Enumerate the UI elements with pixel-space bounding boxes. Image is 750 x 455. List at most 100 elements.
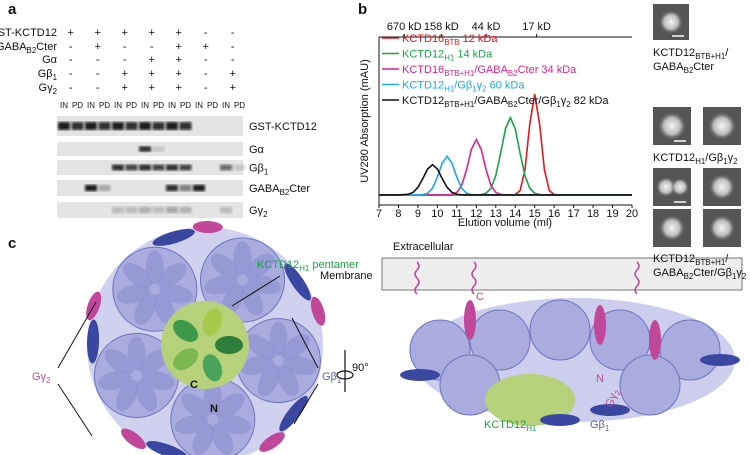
text-part: GST-KCTD12 — [249, 121, 317, 133]
text-part: KCTD12 — [257, 259, 299, 271]
condition-sign: - — [96, 68, 100, 80]
blot-band — [152, 146, 165, 152]
condition-sign: - — [204, 82, 208, 94]
ggamma-helix — [192, 221, 223, 234]
condition-sign: + — [203, 41, 209, 53]
text-part: KCTD12 — [484, 419, 526, 431]
text-part: γ — [736, 267, 742, 279]
anchor — [471, 261, 477, 295]
em-particle — [709, 174, 735, 200]
condition-sign: - — [96, 82, 100, 94]
condition-sign: - — [96, 54, 100, 66]
legend-label: KCTD12H1/Gβ1γ2 60 kDa — [402, 80, 525, 94]
blade — [135, 379, 158, 412]
blot-band — [179, 206, 192, 214]
terminus-label: C — [190, 379, 198, 391]
lipid-anchors — [414, 261, 640, 295]
blot-label: Gβ1 — [249, 163, 269, 177]
blot-band — [112, 164, 124, 171]
subscript: H1 — [526, 424, 537, 433]
pentamer-subunit — [215, 336, 243, 354]
ggamma-helix — [594, 305, 606, 345]
text-part: /Gβ — [454, 80, 472, 92]
subscript: 2 — [742, 272, 746, 281]
blot-band — [85, 122, 97, 130]
text-part: Gβ — [322, 371, 337, 383]
gbeta-propeller — [529, 299, 591, 361]
subscript: 1 — [732, 272, 737, 281]
text-part: Cter 34 kDa — [518, 64, 578, 76]
em-particle — [656, 177, 676, 197]
ggamma-helix — [310, 296, 326, 326]
pentamer-subunit — [202, 354, 223, 382]
helix — [400, 369, 440, 381]
condition-sign: - — [231, 27, 235, 39]
condition-sign: - — [150, 41, 154, 53]
text-part: KCTD16 — [402, 64, 444, 76]
x2-tick-label: 17 kD — [522, 21, 551, 33]
condition-sign: + — [68, 27, 74, 39]
condition-sign: + — [176, 68, 182, 80]
text-part: Cter — [693, 61, 714, 73]
rotation-symbol — [336, 350, 354, 392]
blot-band — [139, 206, 151, 214]
x2-tick-label: 158 kD — [424, 21, 459, 33]
condition-sign: + — [149, 82, 155, 94]
lane-label: PD — [180, 101, 191, 110]
condition-sign: + — [122, 68, 128, 80]
helix — [590, 404, 630, 416]
subscript: H1 — [299, 264, 310, 273]
condition-label: GST-KCTD12 — [0, 27, 57, 39]
blot-band — [193, 184, 205, 192]
lane-label: PD — [207, 101, 218, 110]
subscript: B2 — [508, 100, 518, 109]
blot-band — [233, 164, 246, 171]
em-images — [653, 4, 741, 247]
condition-sign: - — [69, 54, 73, 66]
x-axis-title: Elution volume (ml) — [458, 217, 552, 229]
subscript: BTB+H1 — [444, 69, 475, 78]
text-part: / — [725, 253, 729, 265]
text-part: /Gβ — [705, 152, 723, 164]
text-part: KCTD12 — [653, 253, 695, 265]
blot-band — [179, 122, 192, 130]
series-line — [379, 137, 632, 196]
blade — [276, 364, 299, 397]
helix — [152, 229, 195, 246]
leader — [57, 383, 93, 437]
lane-label: PD — [99, 101, 110, 110]
text-part: /GABA — [474, 64, 508, 76]
text-part: GST-KCTD12 — [0, 27, 57, 39]
lane-label: IN — [222, 101, 230, 110]
em-label: KCTD12BTB+H1/ — [653, 253, 729, 267]
em-label: KCTD12BTB+H1/ — [653, 47, 729, 61]
blot-strip — [57, 180, 243, 196]
em-label: GABAB2Cter — [653, 61, 714, 75]
blot-band — [166, 164, 178, 171]
gbeta-label: Gβ1 — [590, 419, 610, 433]
subscript: BTB — [444, 38, 459, 47]
blot-label: Gγ2 — [249, 205, 267, 219]
x-tick-label: 15 — [529, 208, 541, 220]
subscript: 2 — [566, 100, 570, 109]
panel-label: c — [8, 235, 16, 252]
blot-band — [125, 122, 138, 130]
lane-label: PD — [126, 101, 137, 110]
condition-sign: - — [204, 27, 208, 39]
condition-sign: + — [230, 82, 236, 94]
text-part: γ — [561, 95, 567, 107]
ggamma-label: Gγ2 — [32, 371, 50, 385]
blot-band — [125, 164, 138, 171]
x-tick-label: 14 — [509, 208, 521, 220]
x-tick-label: 20 — [626, 208, 638, 220]
subscript: 1 — [337, 376, 342, 385]
legend-label: KCTD12BTB+H1/GABAB2Cter/Gβ1γ2 82 kDa — [402, 95, 609, 109]
condition-sign: - — [69, 82, 73, 94]
condition-sign: + — [149, 54, 155, 66]
series-line — [379, 163, 632, 196]
x-tick-label: 13 — [490, 208, 502, 220]
blot-band — [166, 206, 178, 214]
blade — [104, 349, 134, 375]
pentamer-label: KCTD12H1 pentamer — [257, 259, 359, 273]
terminus-label: N — [210, 403, 218, 415]
